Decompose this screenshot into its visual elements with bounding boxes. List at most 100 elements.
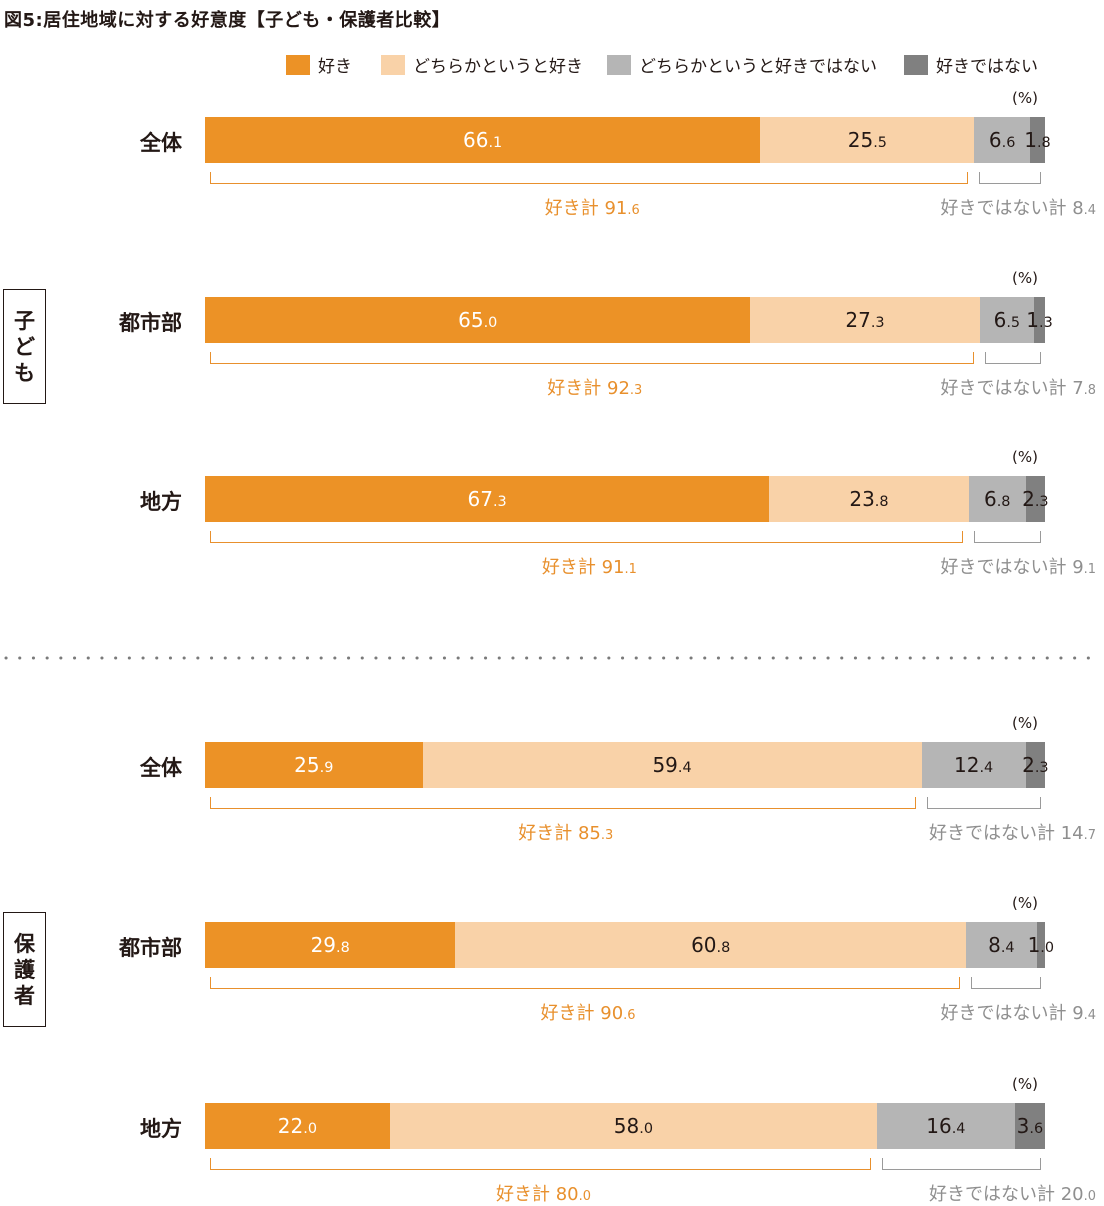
- bar-segment: [389, 1103, 877, 1149]
- group-divider: [4, 656, 1102, 660]
- data-label: 1.0: [1027, 933, 1055, 957]
- data-label: 58.0: [613, 1114, 653, 1138]
- bar-segment: [205, 742, 423, 788]
- group-label: 保護者: [3, 912, 46, 1027]
- legend-item: どちらかというと好き: [381, 52, 583, 77]
- category-label: 都市部: [119, 311, 182, 335]
- data-label: 65.0: [458, 308, 498, 332]
- like-total-bracket: [210, 172, 969, 184]
- legend-label: どちらかというと好き: [413, 57, 583, 77]
- bar-segment: [1036, 922, 1045, 968]
- unit-label: (%): [1012, 894, 1038, 912]
- data-label: 60.8: [691, 933, 731, 957]
- legend: 好き どちらかというと好き どちらかというと好きではない 好きではない: [0, 52, 1104, 77]
- group-label-char: 者: [14, 983, 35, 1008]
- unit-label: (%): [1012, 89, 1038, 107]
- stacked-bar: 29.8 60.8 8.4 1.0: [205, 922, 1054, 968]
- dislike-total-label: 好きではない計 20.0: [929, 1184, 1096, 1205]
- like-total-bracket: [210, 977, 961, 989]
- dislike-total-bracket: [984, 352, 1041, 364]
- data-label: 2.3: [1022, 487, 1049, 511]
- category-label: 都市部: [119, 936, 182, 960]
- legend-swatch: [607, 54, 631, 75]
- dislike-total-label: 好きではない計 8.4: [940, 198, 1096, 219]
- data-label: 2.3: [1022, 753, 1049, 777]
- bar-segment: [750, 297, 980, 343]
- dislike-total-bracket: [971, 977, 1041, 989]
- bar-segment: [205, 117, 761, 163]
- bar-segment: [1029, 117, 1045, 163]
- bar-segment: [921, 742, 1026, 788]
- data-label: 1.3: [1026, 308, 1053, 332]
- bar-segment: [769, 476, 969, 522]
- bar-segment: [974, 117, 1030, 163]
- group-label-char: ど: [14, 334, 35, 359]
- bar-segment: [979, 297, 1035, 343]
- data-label: 25.5: [847, 128, 887, 152]
- bar-segment: [1025, 476, 1045, 522]
- bar-segment: [205, 297, 751, 343]
- bar-segment: [422, 742, 922, 788]
- unit-label: (%): [1012, 1075, 1038, 1093]
- stacked-bar: 22.0 58.0 16.4 3.6: [205, 1103, 1045, 1149]
- data-label: 25.9: [294, 753, 334, 777]
- dislike-total-label: 好きではない計 14.7: [929, 823, 1096, 844]
- bar-segment: [877, 1103, 1015, 1149]
- data-label: 1.8: [1024, 128, 1051, 152]
- unit-label: (%): [1012, 269, 1038, 287]
- data-label: 6.5: [993, 308, 1021, 332]
- legend-label: どちらかというと好きではない: [639, 57, 877, 77]
- dislike-total-label: 好きではない計 9.4: [940, 1003, 1096, 1024]
- dislike-total-label: 好きではない計 9.1: [940, 557, 1096, 578]
- unit-label: (%): [1012, 448, 1038, 466]
- bar-segment: [760, 117, 975, 163]
- like-total-bracket: [210, 797, 916, 809]
- legend-swatch: [286, 54, 310, 75]
- bar-segment: [1014, 1103, 1045, 1149]
- data-label: 3.6: [1016, 1114, 1044, 1138]
- data-label: 16.4: [926, 1114, 966, 1138]
- like-total-label: 好き計 90.6: [540, 1003, 636, 1024]
- dislike-total-bracket: [973, 531, 1041, 543]
- group-label-char: 護: [14, 957, 35, 982]
- group-label-char: 子: [14, 308, 35, 333]
- category-label: 地方: [140, 490, 182, 514]
- stacked-bar: 67.3 23.8 6.8 2.3: [205, 476, 1049, 522]
- category-label: 全体: [140, 756, 182, 780]
- legend-item: 好き: [286, 52, 352, 77]
- like-total-bracket: [210, 1158, 871, 1170]
- bar-segment: [205, 476, 770, 522]
- dislike-total-bracket: [926, 797, 1041, 809]
- like-total-bracket: [210, 531, 963, 543]
- bar-segment: [455, 922, 967, 968]
- bar-segment: [1025, 742, 1045, 788]
- bar-segment: [205, 1103, 390, 1149]
- data-label: 6.6: [988, 128, 1016, 152]
- stacked-bar: 66.1 25.5 6.6 1.8: [205, 117, 1051, 163]
- group-label-char: も: [14, 360, 35, 385]
- data-label: 6.8: [983, 487, 1011, 511]
- legend-swatch: [381, 54, 405, 75]
- data-label: 66.1: [463, 128, 503, 152]
- like-total-label: 好き計 91.1: [541, 557, 637, 578]
- bar-segment: [966, 922, 1037, 968]
- legend-label: 好き: [318, 57, 352, 77]
- like-total-bracket: [210, 352, 974, 364]
- chart-title: 図5:居住地域に対する好意度【子ども・保護者比較】: [4, 10, 451, 31]
- data-label: 12.4: [954, 753, 994, 777]
- stacked-bar: 65.0 27.3 6.5 1.3: [205, 297, 1053, 343]
- category-label: 全体: [140, 131, 182, 155]
- bar-segment: [205, 922, 456, 968]
- data-label: 22.0: [277, 1114, 317, 1138]
- data-label: 23.8: [849, 487, 889, 511]
- bar-segment: [1034, 297, 1045, 343]
- stacked-bar: 25.9 59.4 12.4 2.3: [205, 742, 1049, 788]
- group-label: 子ども: [3, 289, 46, 404]
- data-label: 59.4: [652, 753, 692, 777]
- data-label: 27.3: [845, 308, 885, 332]
- data-label: 29.8: [310, 933, 350, 957]
- like-total-label: 好き計 91.6: [544, 198, 640, 219]
- legend-swatch: [904, 54, 928, 75]
- category-label: 地方: [140, 1117, 182, 1141]
